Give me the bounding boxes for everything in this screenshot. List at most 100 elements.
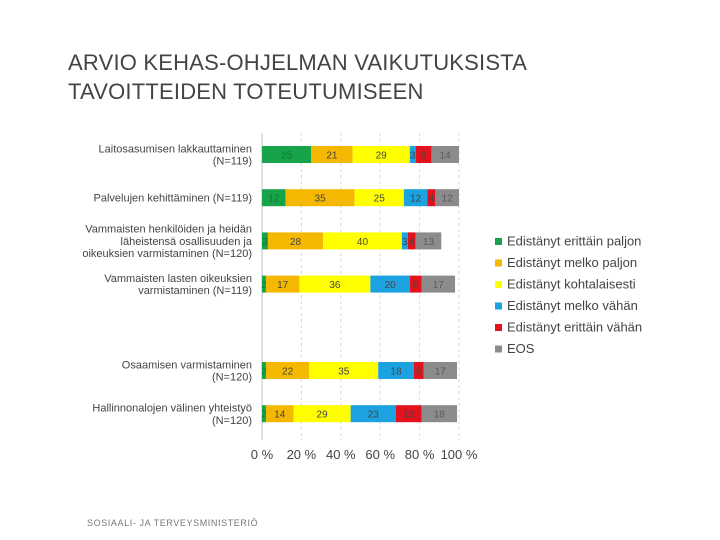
title-line-2: TAVOITTEIDEN TOTEUTUMISEEN [68,79,424,104]
bar-segment [309,362,379,379]
category-label-line: (N=119) [213,156,252,168]
legend-label: Edistänyt melko paljon [507,255,637,270]
data-label: 29 [317,410,329,421]
data-label: 40 [357,237,369,248]
bar-segment [354,189,404,207]
legend-swatch [495,259,502,267]
bar-segment [403,189,428,207]
data-label: 35 [338,367,350,378]
category-label: Vammaisten lasten oikeuksien varmistamine… [104,273,252,297]
category-label-line: Vammaisten henkilöiden ja heidän [85,224,252,236]
data-label: 21 [326,151,338,162]
category-label-line: Hallinnonalojen välinen yhteistyö [92,403,252,415]
bar-segment [378,362,414,379]
bar-segment [299,275,371,293]
data-label: 14 [274,410,286,421]
category-label: Vammaisten henkilöiden ja heidän läheiste… [82,224,253,260]
legend-swatch [495,302,502,310]
data-label: 23 [368,410,380,421]
bar-segment [401,232,408,250]
bar-segment [431,146,459,163]
data-label: 12 [442,194,454,205]
bar-segment [262,232,268,250]
category-label-line: Osaamisen varmistaminen [122,359,252,371]
category-label-line: Palvelujen kehittäminen (N=119) [94,193,252,205]
data-label: 6 [413,280,419,291]
legend: Edistänyt erittäin paljon Edistänyt melko… [495,234,642,356]
bar-segment [350,405,396,423]
data-label: 4 [409,237,415,248]
data-label: 17 [433,280,445,291]
bar-segment [265,275,300,293]
bar-segment [415,146,432,163]
data-label: 13 [423,237,435,248]
bar-segment [370,275,410,293]
data-label: 18 [390,367,402,378]
data-label: 18 [434,410,446,421]
data-label: 3 [402,237,408,248]
bar-segment [395,405,422,423]
category-labels: Laitosasumisen lakkauttaminen (N=119) Palv… [82,143,253,426]
data-label: 5 [416,367,422,378]
data-label: 14 [440,151,452,162]
bar-segment [262,146,312,163]
category-label-line: varmistaminen (N=119) [138,285,252,297]
legend-label: Edistänyt kohtalaisesti [507,277,636,292]
bar-segment [267,232,324,250]
bar-segment [421,405,458,423]
bar-segment [435,189,459,207]
data-label: 12 [268,194,280,205]
category-label: Hallinnonalojen välinen yhteistyö (N=120) [92,403,252,427]
bar-segment [421,275,456,293]
x-tick-label: 100 % [441,447,478,462]
legend-label: EOS [507,341,535,356]
data-label: 17 [277,280,289,291]
category-label-line: Laitosasumisen lakkauttaminen [99,143,252,155]
x-tick-label: 80 % [405,447,435,462]
data-label: 2 [261,367,267,378]
data-label: 28 [290,237,302,248]
category-label: Osaamisen varmistaminen (N=120) [122,359,252,383]
category-label: Laitosasumisen lakkauttaminen (N=119) [99,143,252,167]
bar-segment [427,189,436,207]
data-label: 2 [261,280,267,291]
data-label: 3 [262,237,268,248]
x-tick-label: 60 % [365,447,395,462]
bar-segment [311,146,353,163]
bar-segment [285,189,355,207]
x-tick-label: 40 % [326,447,356,462]
data-label: 12 [410,194,422,205]
bar-segment [409,275,422,293]
bar-segment [262,405,266,423]
data-label: 35 [315,194,327,205]
data-label: 4 [429,194,435,205]
bar-segment [415,232,442,250]
legend-swatch [495,345,502,353]
category-label-line: oikeuksien varmistaminen (N=120) [82,248,252,260]
bar-segment [352,146,410,163]
legend-label: Edistänyt erittäin vähän [507,320,642,335]
bar-segment [265,405,294,423]
bar-segment [293,405,351,423]
bar-segment [262,362,266,379]
x-tick-label: 0 % [251,447,274,462]
data-label: 17 [435,367,447,378]
data-label: 36 [329,280,341,291]
legend-label: Edistänyt erittäin paljon [507,234,641,249]
title-line-1: ARVIO KEHAS-OHJELMAN VAIKUTUKSISTA [68,50,528,75]
data-label: 25 [281,151,293,162]
data-label: 25 [374,194,386,205]
data-label: 22 [282,367,294,378]
data-label: 13 [403,410,415,421]
data-label: 3 [410,151,416,162]
bar-segment [265,362,310,379]
category-label-line: (N=120) [212,415,252,427]
x-tick-label: 20 % [287,447,317,462]
category-label-line: läheistensä osallisuuden ja [121,236,253,248]
slide-title: ARVIO KEHAS-OHJELMAN VAIKUTUKSISTA TAVOI… [68,48,688,106]
legend-swatch [495,324,502,331]
category-label-line: Vammaisten lasten oikeuksien [104,273,252,285]
bar-segment [262,275,266,293]
category-label: Palvelujen kehittäminen (N=119) [94,193,252,205]
